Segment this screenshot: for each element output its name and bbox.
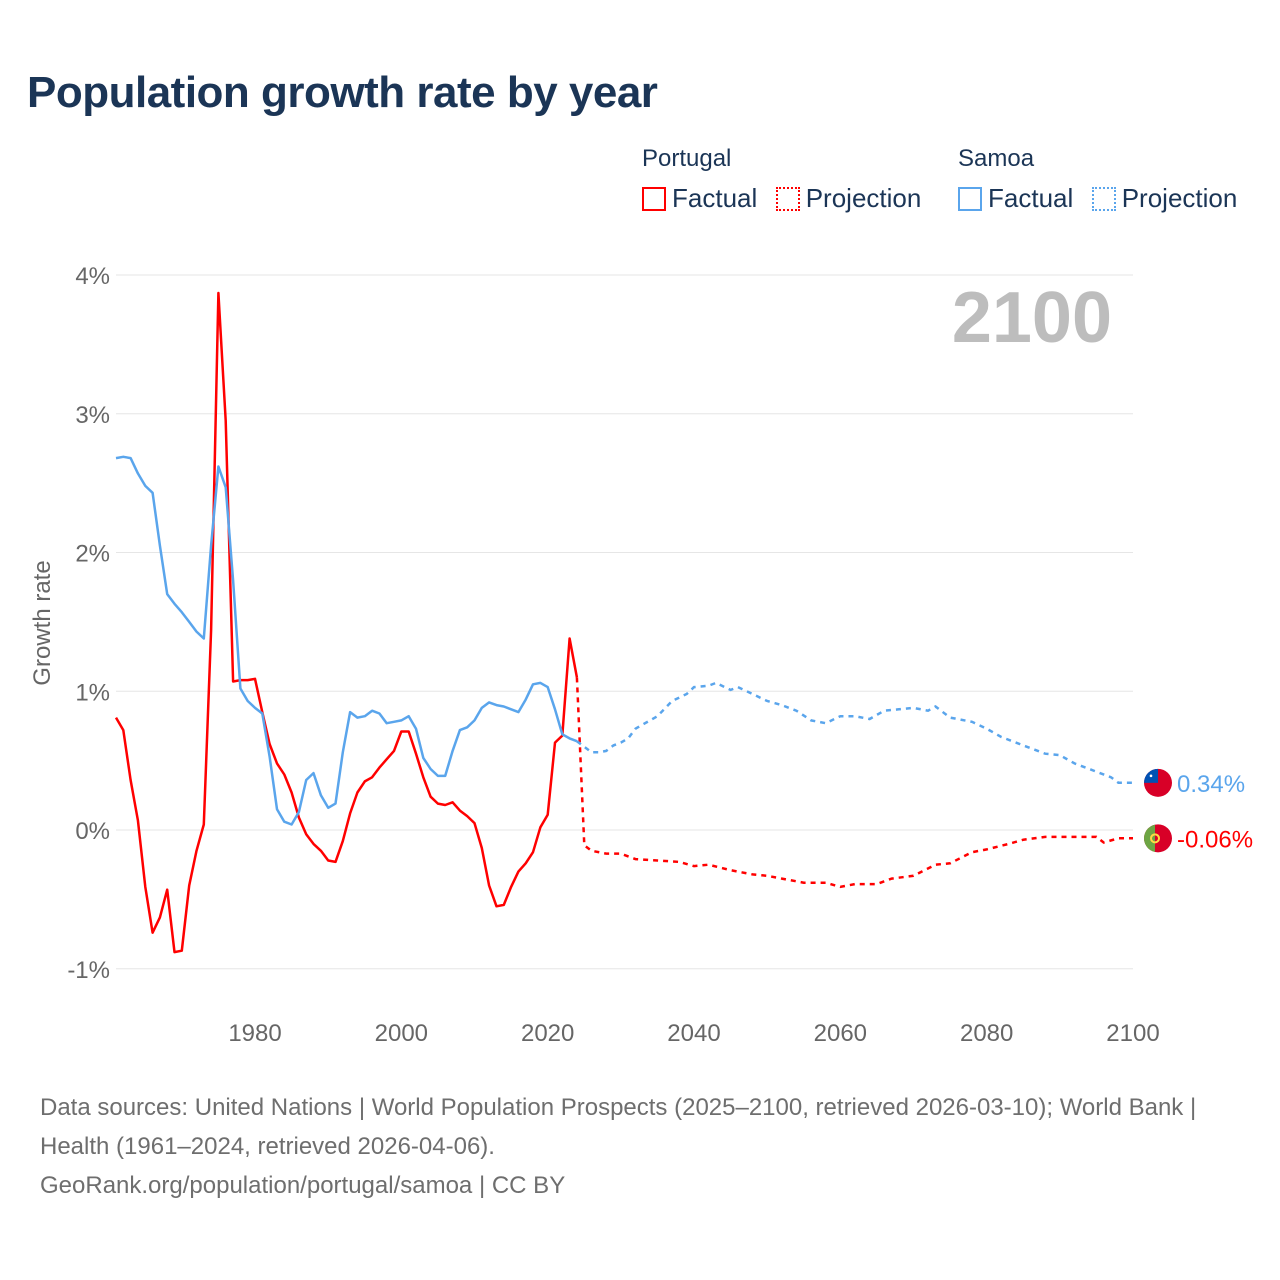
legend-group-portugal: Portugal Factual Projection xyxy=(642,145,935,216)
legend-group-label: Samoa xyxy=(958,145,1035,172)
x-tick-label: 2100 xyxy=(1106,1020,1159,1047)
x-tick-label: 2000 xyxy=(375,1020,428,1047)
legend-group-label: Portugal xyxy=(642,145,732,172)
legend-samoa-projection[interactable]: Projection xyxy=(1091,183,1238,214)
x-tick-label: 2060 xyxy=(814,1020,867,1047)
legend-label: Projection xyxy=(805,183,922,213)
legend-label: Projection xyxy=(1121,183,1238,213)
legend-label: Factual xyxy=(988,183,1074,213)
credit-link[interactable]: GeoRank.org/population/portugal/samoa | … xyxy=(40,1172,566,1199)
footer: Data sources: United Nations | World Pop… xyxy=(40,1088,1240,1205)
legend-label: Factual xyxy=(672,183,758,213)
portugal-end-value-label: -0.06% xyxy=(1177,826,1253,853)
portugal-flag-icon xyxy=(1144,824,1172,853)
dotted-swatch-icon xyxy=(775,186,800,211)
x-tick-label: 2040 xyxy=(667,1020,720,1047)
dotted-swatch-icon xyxy=(1091,186,1116,211)
y-axis-label: Growth rate xyxy=(29,560,56,685)
legend-samoa-factual[interactable]: Factual xyxy=(958,183,1073,214)
samoa-flag-icon xyxy=(1144,768,1172,797)
y-tick-label: 0% xyxy=(75,818,110,845)
samoa-factual-line xyxy=(115,455,578,826)
x-tick-label: 1980 xyxy=(228,1020,281,1047)
y-tick-label: 4% xyxy=(75,263,110,290)
y-tick-label: 2% xyxy=(75,541,110,568)
year-label: 2100 xyxy=(952,278,1112,358)
samoa-projection-line xyxy=(576,681,1133,785)
y-tick-label: -1% xyxy=(67,957,110,984)
data-sources: Data sources: United Nations | World Pop… xyxy=(40,1094,1197,1160)
samoa-end-value-label: 0.34% xyxy=(1177,771,1245,798)
y-tick-label: 3% xyxy=(75,402,110,429)
page-title: Population growth rate by year xyxy=(27,68,658,117)
portugal-factual-line xyxy=(114,291,579,954)
legend-portugal-factual[interactable]: Factual xyxy=(642,183,757,214)
x-tick-label: 2080 xyxy=(960,1020,1013,1047)
x-tick-label: 2020 xyxy=(521,1020,574,1047)
solid-swatch-icon xyxy=(642,186,666,211)
solid-swatch-icon xyxy=(958,186,982,211)
portugal-projection-line xyxy=(575,677,1133,889)
y-tick-label: 1% xyxy=(75,679,110,706)
legend-portugal-projection[interactable]: Projection xyxy=(775,183,922,214)
legend-group-samoa: Samoa Factual Projection xyxy=(958,145,1251,216)
